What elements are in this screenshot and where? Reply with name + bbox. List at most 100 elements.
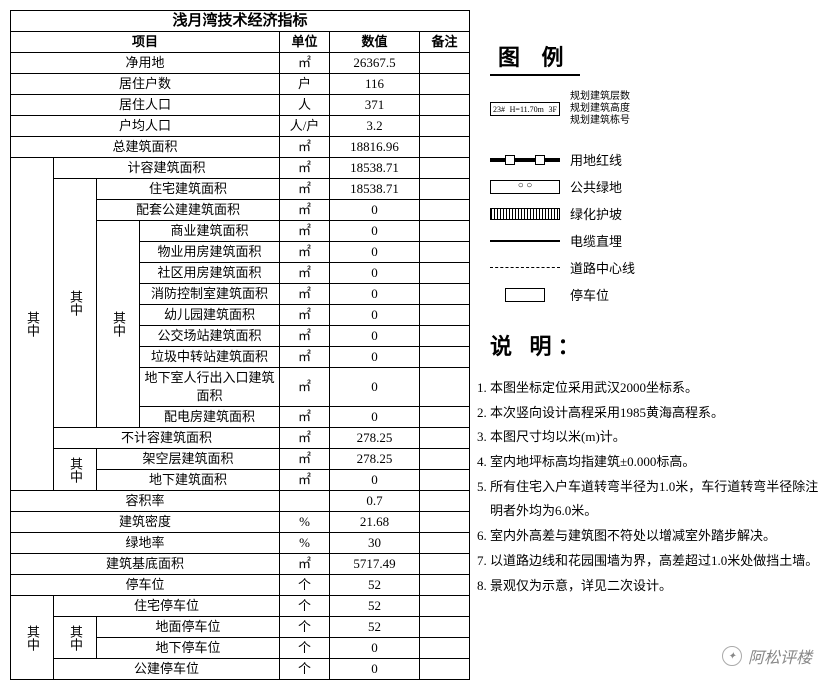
row-unit: ㎡ bbox=[280, 305, 330, 326]
row-note bbox=[420, 449, 470, 470]
row-name: 公交场站建筑面积 bbox=[140, 326, 280, 347]
row-unit: 户 bbox=[280, 74, 330, 95]
row-note bbox=[420, 284, 470, 305]
desc-item: 本次竖向设计高程采用1985黄海高程系。 bbox=[490, 401, 822, 426]
row-note bbox=[420, 470, 470, 491]
row-value: 0 bbox=[330, 242, 420, 263]
row-name: 商业建筑面积 bbox=[140, 221, 280, 242]
row-name: 居住人口 bbox=[11, 95, 280, 116]
row-note bbox=[420, 428, 470, 449]
box-label: 规划建筑栋号 bbox=[570, 115, 630, 127]
row-unit: 人/户 bbox=[280, 116, 330, 137]
row-name: 不计容建筑面积 bbox=[54, 428, 280, 449]
row-note bbox=[420, 347, 470, 368]
row-unit: ㎡ bbox=[280, 326, 330, 347]
row-value: 116 bbox=[330, 74, 420, 95]
row-value: 0 bbox=[330, 221, 420, 242]
row-value: 0 bbox=[330, 263, 420, 284]
row-note bbox=[420, 263, 470, 284]
row-unit: ㎡ bbox=[280, 284, 330, 305]
row-note bbox=[420, 158, 470, 179]
row-name: 配电房建筑面积 bbox=[140, 407, 280, 428]
row-value: 0 bbox=[330, 638, 420, 659]
desc-item: 以道路边线和花园围墙为界，高差超过1.0米处做挡土墙。 bbox=[490, 549, 822, 574]
desc-item: 室内地坪标高均指建筑±0.000标高。 bbox=[490, 450, 822, 475]
row-value: 0 bbox=[330, 284, 420, 305]
row-name: 计容建筑面积 bbox=[54, 158, 280, 179]
description-title: 说 明： bbox=[490, 329, 822, 361]
legend-label: 道路中心线 bbox=[570, 258, 635, 277]
row-unit: ㎡ bbox=[280, 407, 330, 428]
row-value: 278.25 bbox=[330, 449, 420, 470]
row-name: 住宅停车位 bbox=[54, 596, 280, 617]
row-note bbox=[420, 617, 470, 638]
hatch-icon bbox=[490, 205, 560, 223]
legend-title: 图 例 bbox=[490, 40, 580, 76]
row-note bbox=[420, 221, 470, 242]
row-note bbox=[420, 368, 470, 407]
row-unit: ㎡ bbox=[280, 428, 330, 449]
row-name: 建筑基底面积 bbox=[11, 554, 280, 575]
group-label: 其中 bbox=[11, 158, 54, 491]
parking-icon bbox=[490, 286, 560, 304]
legend-description-panel: 图 例 23# H=11.70m 3F 规划建筑层数 规划建筑高度 规划建筑栋号… bbox=[490, 10, 822, 680]
legend-item: 绿化护坡 bbox=[490, 204, 822, 223]
row-unit: ㎡ bbox=[280, 368, 330, 407]
group-label: 其中 bbox=[97, 221, 140, 428]
row-name: 净用地 bbox=[11, 53, 280, 74]
row-name: 配套公建建筑面积 bbox=[97, 200, 280, 221]
row-name: 消防控制室建筑面积 bbox=[140, 284, 280, 305]
row-unit bbox=[280, 491, 330, 512]
row-unit: ㎡ bbox=[280, 242, 330, 263]
row-note bbox=[420, 533, 470, 554]
row-unit: % bbox=[280, 512, 330, 533]
table-title: 浅月湾技术经济指标 bbox=[11, 11, 470, 32]
group-label: 其中 bbox=[54, 179, 97, 428]
desc-item: 室内外高差与建筑图不符处以增减室外踏步解决。 bbox=[490, 524, 822, 549]
row-note bbox=[420, 200, 470, 221]
row-value: 18538.71 bbox=[330, 158, 420, 179]
indicators-table: 浅月湾技术经济指标 项目 单位 数值 备注 净用地㎡26367.5 居住户数户1… bbox=[10, 10, 470, 680]
row-unit: ㎡ bbox=[280, 158, 330, 179]
row-note bbox=[420, 638, 470, 659]
row-value: 0 bbox=[330, 305, 420, 326]
row-value: 5717.49 bbox=[330, 554, 420, 575]
row-name: 户均人口 bbox=[11, 116, 280, 137]
header-project: 项目 bbox=[11, 32, 280, 53]
row-value: 21.68 bbox=[330, 512, 420, 533]
row-unit: 个 bbox=[280, 659, 330, 680]
row-value: 0 bbox=[330, 407, 420, 428]
row-name: 垃圾中转站建筑面积 bbox=[140, 347, 280, 368]
desc-item: 所有住宅入户车道转弯半径为1.0米，车行道转弯半径除注明者外均为6.0米。 bbox=[490, 475, 822, 524]
building-labels: 规划建筑层数 规划建筑高度 规划建筑栋号 bbox=[570, 91, 630, 127]
row-unit: ㎡ bbox=[280, 470, 330, 491]
watermark-text: 阿松评楼 bbox=[748, 644, 812, 668]
row-unit: % bbox=[280, 533, 330, 554]
row-note bbox=[420, 512, 470, 533]
road-center-icon bbox=[490, 259, 560, 277]
row-value: 0 bbox=[330, 368, 420, 407]
row-unit: 人 bbox=[280, 95, 330, 116]
box-right: 3F bbox=[547, 105, 559, 114]
header-note: 备注 bbox=[420, 32, 470, 53]
row-name: 建筑密度 bbox=[11, 512, 280, 533]
header-unit: 单位 bbox=[280, 32, 330, 53]
row-value: 18816.96 bbox=[330, 137, 420, 158]
row-note bbox=[420, 575, 470, 596]
box-left: 23# bbox=[491, 105, 507, 114]
group-label: 其中 bbox=[11, 596, 54, 680]
row-value: 0 bbox=[330, 470, 420, 491]
group-label: 其中 bbox=[54, 617, 97, 659]
desc-item: 本图坐标定位采用武汉2000坐标系。 bbox=[490, 376, 822, 401]
watermark: ✦ 阿松评楼 bbox=[722, 644, 812, 668]
row-name: 住宅建筑面积 bbox=[97, 179, 280, 200]
row-note bbox=[420, 95, 470, 116]
row-name: 居住户数 bbox=[11, 74, 280, 95]
box-mid: H=11.70m bbox=[507, 105, 547, 114]
row-note bbox=[420, 596, 470, 617]
description-list: 本图坐标定位采用武汉2000坐标系。 本次竖向设计高程采用1985黄海高程系。 … bbox=[490, 376, 822, 598]
row-value: 0 bbox=[330, 326, 420, 347]
legend-label: 用地红线 bbox=[570, 150, 622, 169]
row-name: 绿地率 bbox=[11, 533, 280, 554]
legend-building-box: 23# H=11.70m 3F 规划建筑层数 规划建筑高度 规划建筑栋号 bbox=[490, 91, 822, 127]
